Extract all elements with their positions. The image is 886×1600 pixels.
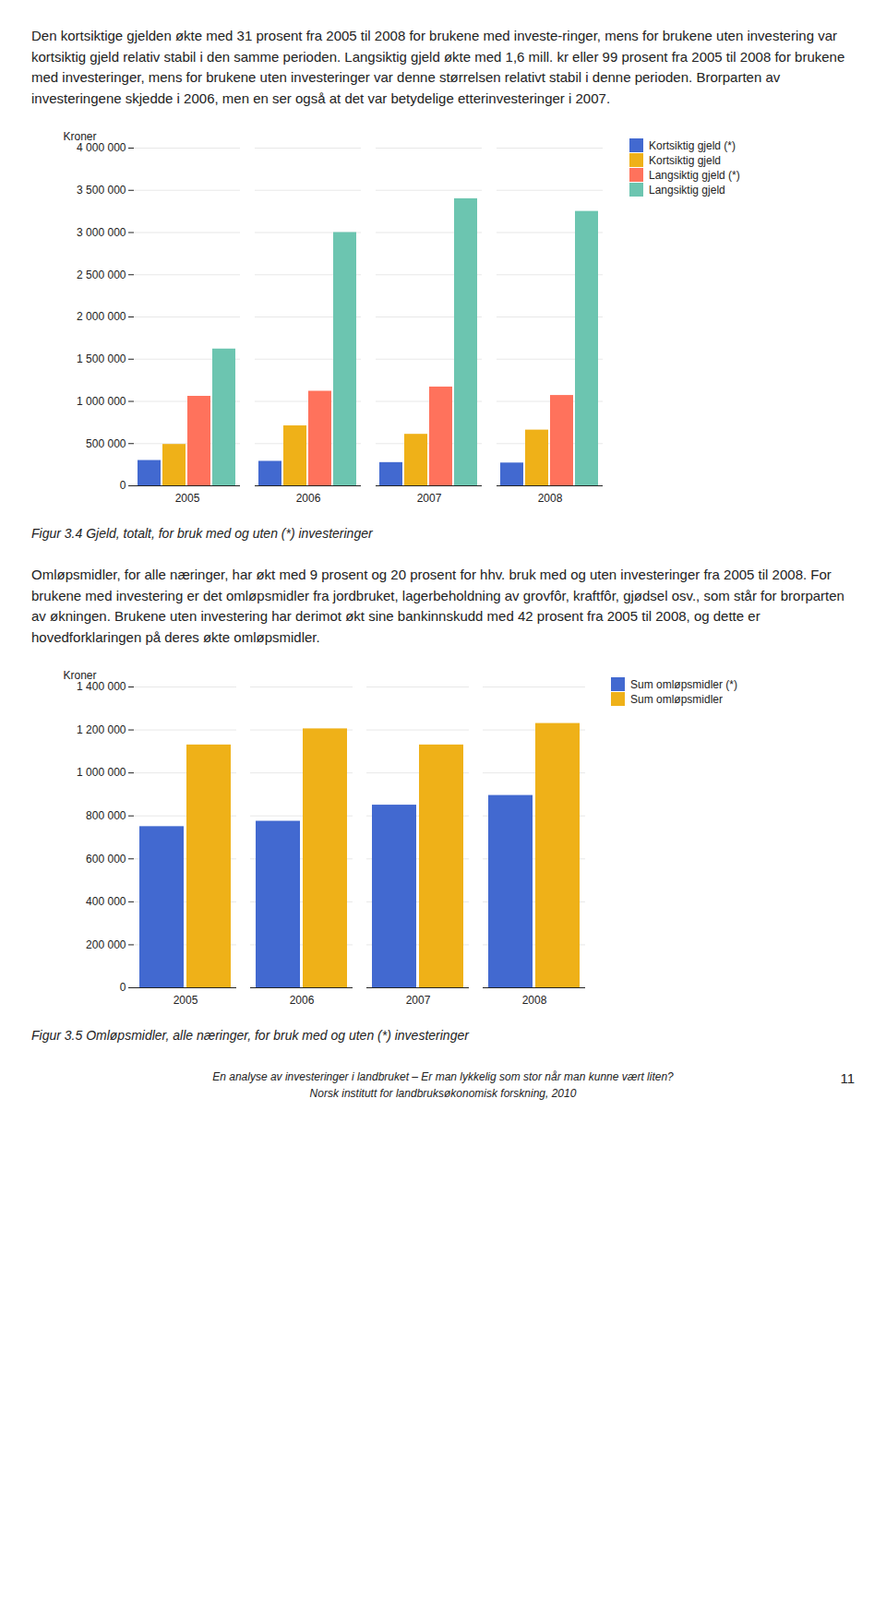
svg-text:1 500 000: 1 500 000 <box>76 352 127 366</box>
html-text:Figur 3.4 Gjeld, totalt, for b: Figur 3.4 Gjeld, totalt, for bruk med og… <box>31 526 373 541</box>
html-text:Sum omløpsmidler: Sum omløpsmidler <box>630 692 723 706</box>
html-text:Langsiktig gjeld: Langsiktig gjeld <box>648 183 726 197</box>
html-text:Den kortsiktige gjelden økte m: Den kortsiktige gjelden økte med 31 pros… <box>31 27 845 106</box>
html-text:Sum omløpsmidler (*): Sum omløpsmidler (*) <box>630 677 738 691</box>
svg-text:800 000: 800 000 <box>85 809 127 823</box>
svg-text:Kroner: Kroner <box>63 130 97 144</box>
svg-text:2008: 2008 <box>538 491 563 505</box>
svg-text:2007: 2007 <box>406 993 432 1007</box>
svg-text:3 500 000: 3 500 000 <box>76 183 127 197</box>
svg-text:0: 0 <box>119 981 127 994</box>
svg-text:500 000: 500 000 <box>85 437 127 451</box>
svg-text:200 000: 200 000 <box>85 938 127 952</box>
html-text:Kortsiktig gjeld (*): Kortsiktig gjeld (*) <box>648 138 736 152</box>
svg-text:1 000 000: 1 000 000 <box>76 395 127 408</box>
svg-text:2 000 000: 2 000 000 <box>76 310 127 324</box>
svg-text:2005: 2005 <box>175 491 201 505</box>
svg-text:1 000 000: 1 000 000 <box>76 766 127 779</box>
html-text:En analyse av investeringer i: En analyse av investeringer i landbruket… <box>212 1070 674 1084</box>
svg-text:4 000 000: 4 000 000 <box>76 141 127 155</box>
svg-text:400 000: 400 000 <box>85 895 127 909</box>
svg-text:1 400 000: 1 400 000 <box>76 680 127 694</box>
svg-text:3 000 000: 3 000 000 <box>76 226 127 240</box>
svg-text:2 500 000: 2 500 000 <box>76 268 127 282</box>
svg-text:2008: 2008 <box>522 993 548 1007</box>
html-text:Norsk institutt for landbruksø: Norsk institutt for landbruksøkonomisk f… <box>309 1087 577 1101</box>
html-text:Kortsiktig gjeld: Kortsiktig gjeld <box>648 153 721 167</box>
html-text:Figur 3.5 Omløpsmidler, alle n: Figur 3.5 Omløpsmidler, alle næringer, f… <box>31 1028 469 1043</box>
html-text:Omløpsmidler, for alle næringe: Omløpsmidler, for alle næringer, har økt… <box>31 566 845 645</box>
svg-text:2005: 2005 <box>173 993 199 1007</box>
svg-text:600 000: 600 000 <box>85 852 127 866</box>
svg-text:2006: 2006 <box>296 491 322 505</box>
svg-text:0: 0 <box>119 478 127 492</box>
svg-text:2006: 2006 <box>289 993 315 1007</box>
svg-text:1 200 000: 1 200 000 <box>76 723 127 737</box>
svg-text:2007: 2007 <box>417 491 443 505</box>
html-text:Langsiktig gjeld (*): Langsiktig gjeld (*) <box>648 168 740 182</box>
svg-text:Kroner: Kroner <box>63 669 97 683</box>
html-text:11: 11 <box>840 1070 855 1087</box>
